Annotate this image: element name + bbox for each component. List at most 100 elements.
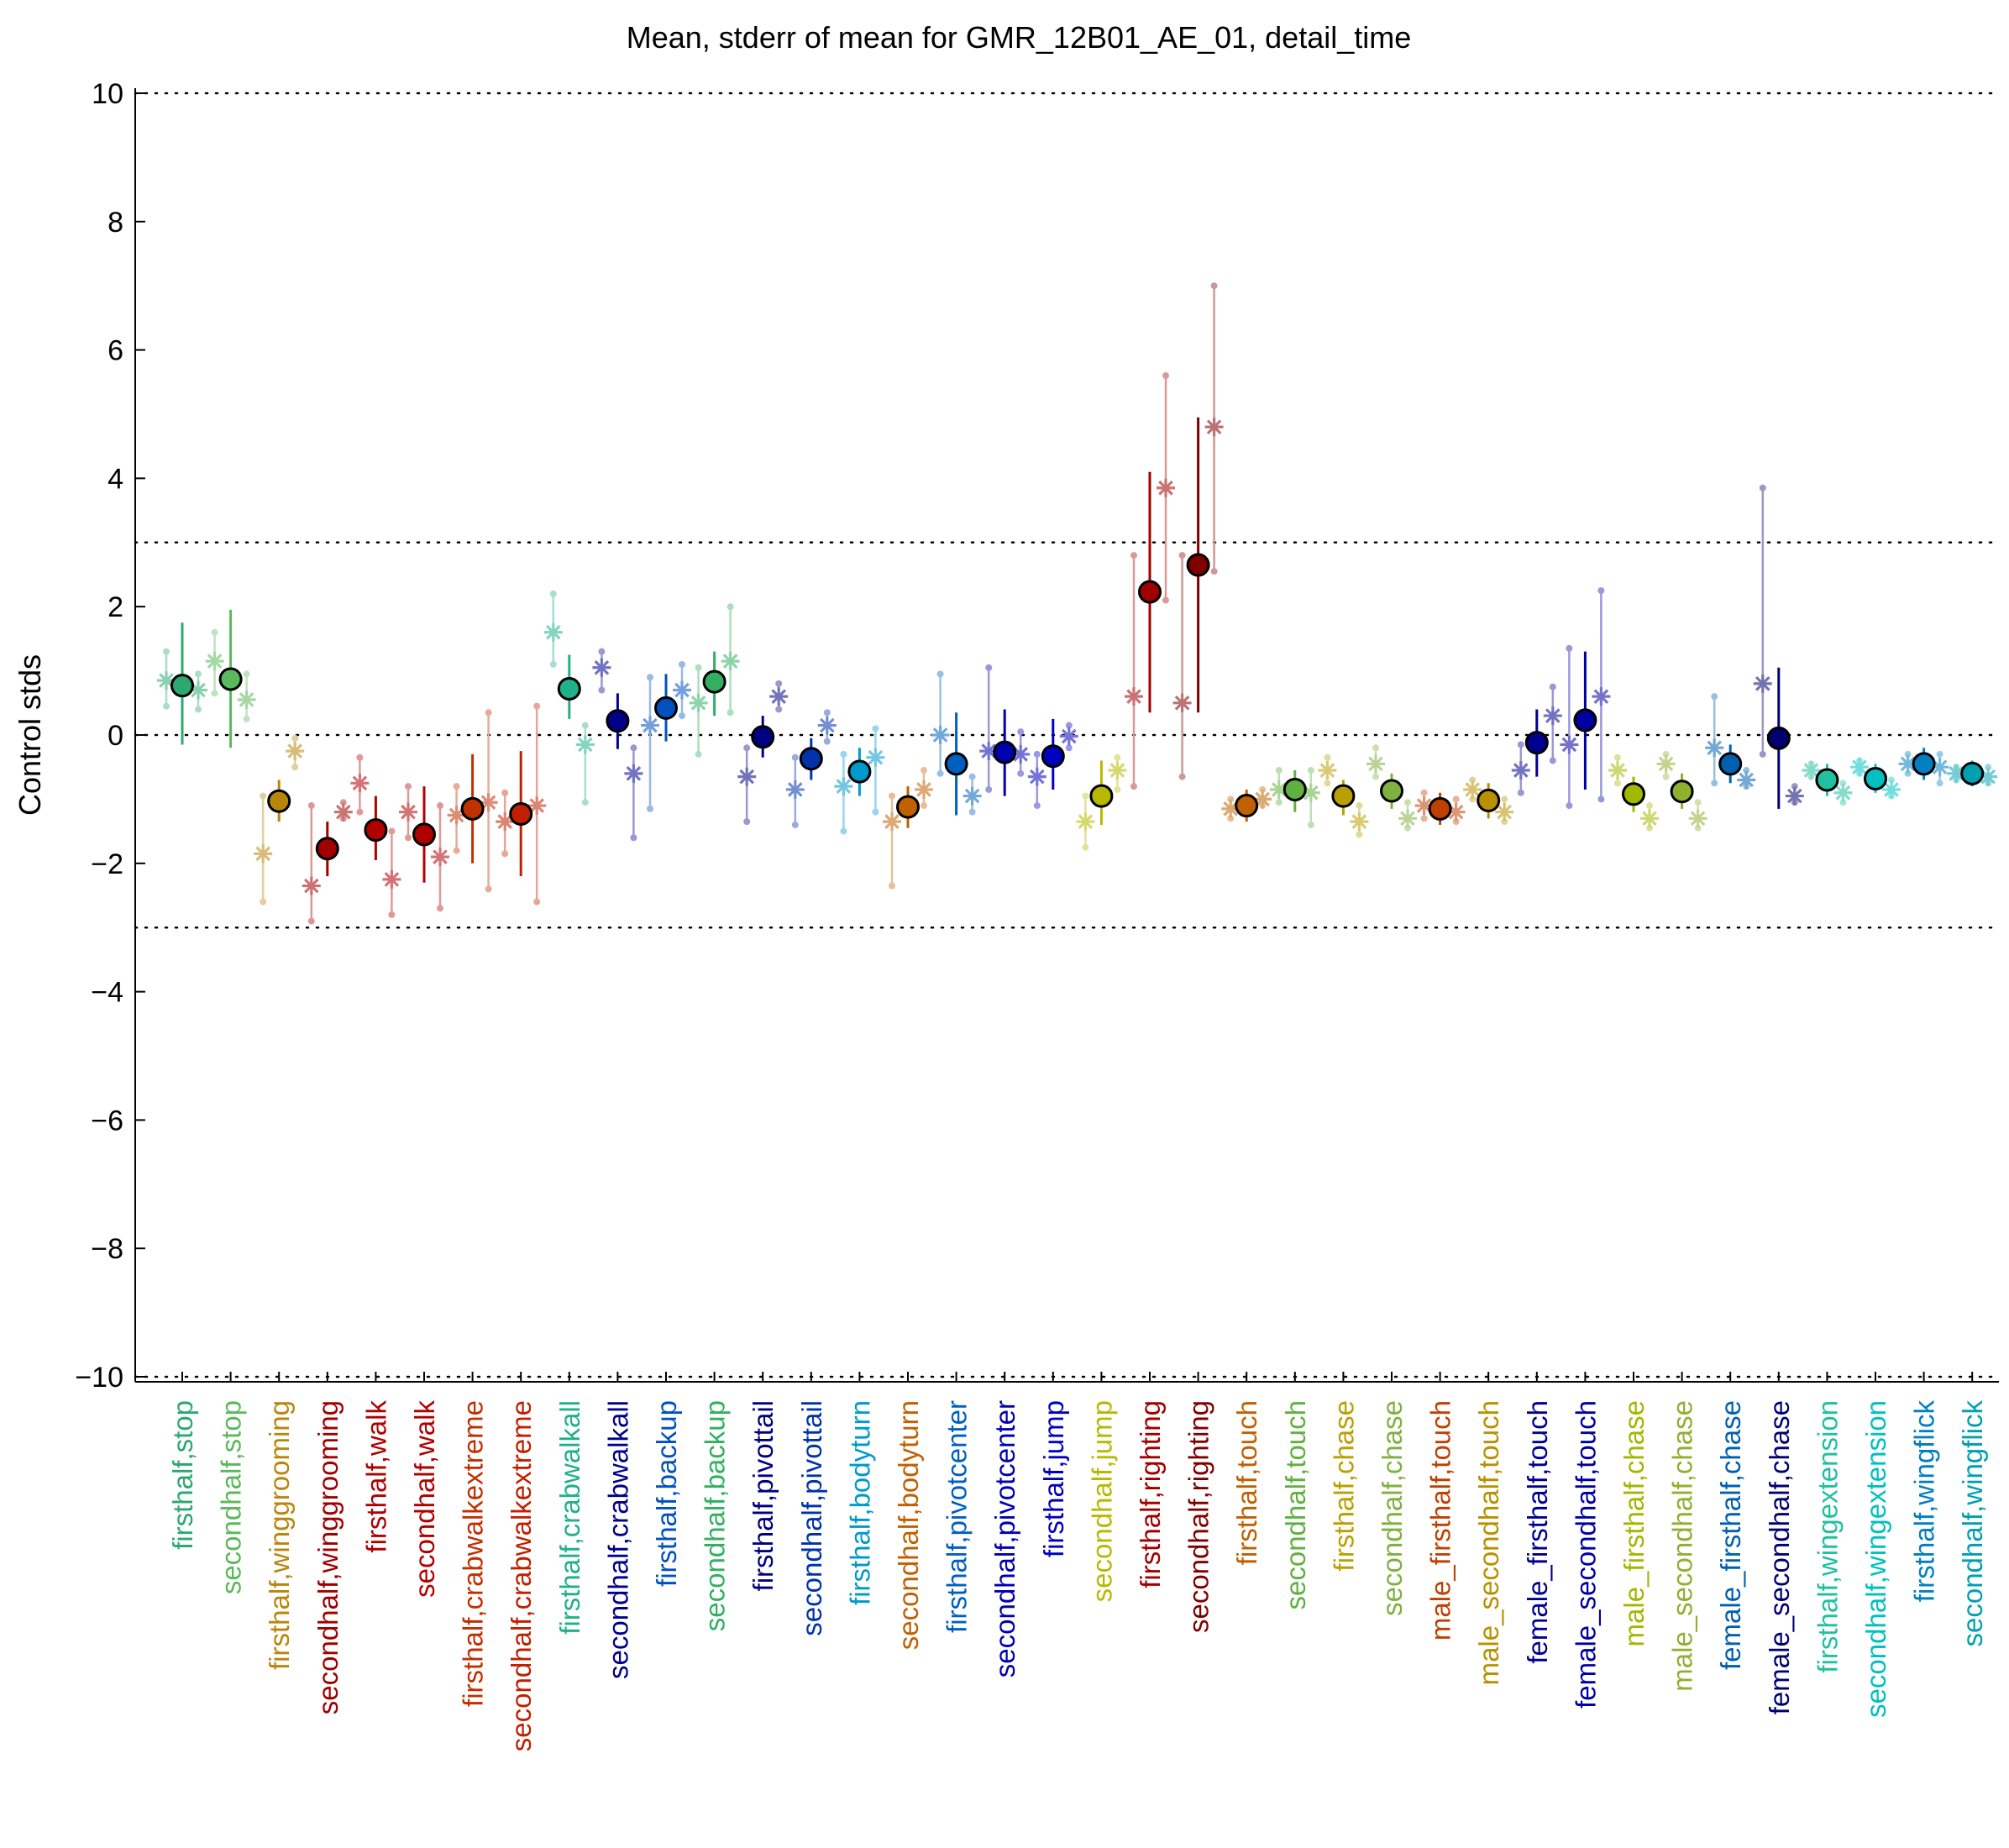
replicate-error-end xyxy=(743,744,751,752)
replicate-error-end xyxy=(1210,282,1218,290)
replicate-error-end xyxy=(1662,750,1670,758)
mean-marker xyxy=(1815,768,1839,792)
x-tick-label: firsthalf,wingflick xyxy=(1909,1400,1940,1603)
x-tick-label: secondhalf,crabwalkall xyxy=(602,1400,633,1679)
replicate-error-end xyxy=(1839,780,1847,787)
x-tick-label: firsthalf,backup xyxy=(651,1400,682,1587)
replicate-error-end xyxy=(647,805,653,812)
replicate-star-marker xyxy=(1592,687,1611,706)
replicate-error-end xyxy=(679,660,685,668)
replicate-error-end xyxy=(1452,818,1460,826)
x-tick-label: secondhalf,pivotcenter xyxy=(989,1400,1020,1677)
replicate-star-marker xyxy=(1833,783,1853,802)
x-tick-label: secondhalf,crabwalkextreme xyxy=(506,1400,537,1751)
replicate-star-marker xyxy=(1125,687,1143,706)
replicate-star-marker xyxy=(915,780,933,799)
replicate-error-end xyxy=(1130,552,1137,559)
replicate-star-marker xyxy=(1027,767,1046,786)
replicate-error-end xyxy=(1017,769,1025,777)
replicate-error-end xyxy=(840,750,847,758)
replicate-error-end xyxy=(791,821,799,828)
replicate-error-end xyxy=(356,753,364,761)
replicate-star-marker xyxy=(834,777,853,796)
replicate-error-end xyxy=(581,799,589,806)
mean-marker xyxy=(944,752,968,776)
y-tick-label: 8 xyxy=(108,207,123,239)
mean-marker xyxy=(1766,726,1791,750)
replicate-star-marker xyxy=(205,652,224,671)
replicate-error-end xyxy=(1130,783,1137,790)
x-tick-label: firsthalf,wingextension xyxy=(1812,1400,1843,1673)
replicate-error-end xyxy=(1420,815,1428,822)
replicate-star-marker xyxy=(883,812,901,832)
replicate-error-end xyxy=(921,802,927,810)
replicate-error-end xyxy=(195,706,202,713)
reference-lines xyxy=(134,92,2001,1378)
x-ticks: firsthalf,stop secondhalf,stop firsthalf,w… xyxy=(167,1372,1988,1751)
mean-marker xyxy=(1331,784,1356,808)
mean-marker xyxy=(364,818,388,843)
replicate-error-end xyxy=(1324,780,1331,787)
replicate-error-end xyxy=(437,905,443,912)
mean-marker xyxy=(1912,752,1936,776)
replicate-error-end xyxy=(1404,799,1411,806)
replicate-error-end xyxy=(1372,744,1379,752)
replicate-error-end xyxy=(388,911,396,918)
replicate-star-marker xyxy=(1076,812,1095,832)
replicate-error-end xyxy=(533,898,541,906)
replicate-star-marker xyxy=(496,812,515,832)
replicate-error-end xyxy=(260,792,267,800)
x-tick-label: male_firsthalf,touch xyxy=(1425,1400,1456,1641)
replicate-star-marker xyxy=(1204,417,1224,437)
replicate-star-marker xyxy=(737,767,757,786)
y-tick-label: −6 xyxy=(91,1105,123,1137)
y-tick-label: 4 xyxy=(108,463,123,495)
replicate-star-marker xyxy=(1446,802,1466,822)
replicate-star-marker xyxy=(1221,799,1241,818)
mean-marker xyxy=(606,709,630,733)
replicate-star-marker xyxy=(1511,761,1530,780)
replicate-error-end xyxy=(823,738,831,745)
mean-marker xyxy=(1524,731,1549,755)
replicate-star-marker xyxy=(1850,758,1869,777)
x-tick-label: female_firsthalf,chase xyxy=(1715,1400,1746,1670)
replicate-error-end xyxy=(1210,568,1218,575)
replicate-star-marker xyxy=(1560,735,1579,754)
mean-marker xyxy=(557,676,581,701)
replicate-star-marker xyxy=(1882,780,1901,799)
replicate-error-end xyxy=(211,628,218,636)
mean-marker xyxy=(1718,752,1743,776)
replicate-error-end xyxy=(695,750,702,758)
replicate-error-end xyxy=(1888,776,1895,784)
replicate-star-marker xyxy=(931,726,950,744)
mean-marker xyxy=(315,837,339,861)
replicate-star-marker xyxy=(447,806,466,825)
replicate-error-end xyxy=(243,670,250,678)
mean-marker xyxy=(896,795,920,819)
replicate-error-end xyxy=(549,660,557,668)
replicate-error-end xyxy=(1356,802,1363,810)
x-tick-label: secondhalf,righting xyxy=(1183,1400,1214,1633)
replicate-error-end xyxy=(775,680,783,687)
replicate-error-end xyxy=(921,767,927,774)
x-tick-label: firsthalf,jump xyxy=(1038,1400,1069,1557)
x-tick-label: secondhalf,chase xyxy=(1377,1400,1408,1616)
y-tick-label: 10 xyxy=(92,78,123,110)
data-marks xyxy=(157,282,1998,925)
x-tick-label: secondhalf,wingextension xyxy=(1860,1400,1891,1718)
replicate-star-marker xyxy=(382,869,401,889)
replicate-error-end xyxy=(501,789,509,796)
replicate-error-end xyxy=(1227,815,1235,822)
replicate-star-marker xyxy=(1930,758,1949,777)
replicate-star-marker xyxy=(1688,809,1707,828)
mean-marker xyxy=(267,789,291,813)
replicate-star-marker xyxy=(641,716,659,735)
replicate-error-end xyxy=(307,802,315,810)
replicate-star-marker xyxy=(1737,770,1756,790)
x-tick-label: firsthalf,pivotcenter xyxy=(942,1400,973,1633)
replicate-error-end xyxy=(1017,728,1025,736)
replicate-error-end xyxy=(1227,795,1235,803)
replicate-error-end xyxy=(1452,795,1460,803)
replicate-star-marker xyxy=(333,802,353,822)
replicate-error-end xyxy=(647,674,653,681)
